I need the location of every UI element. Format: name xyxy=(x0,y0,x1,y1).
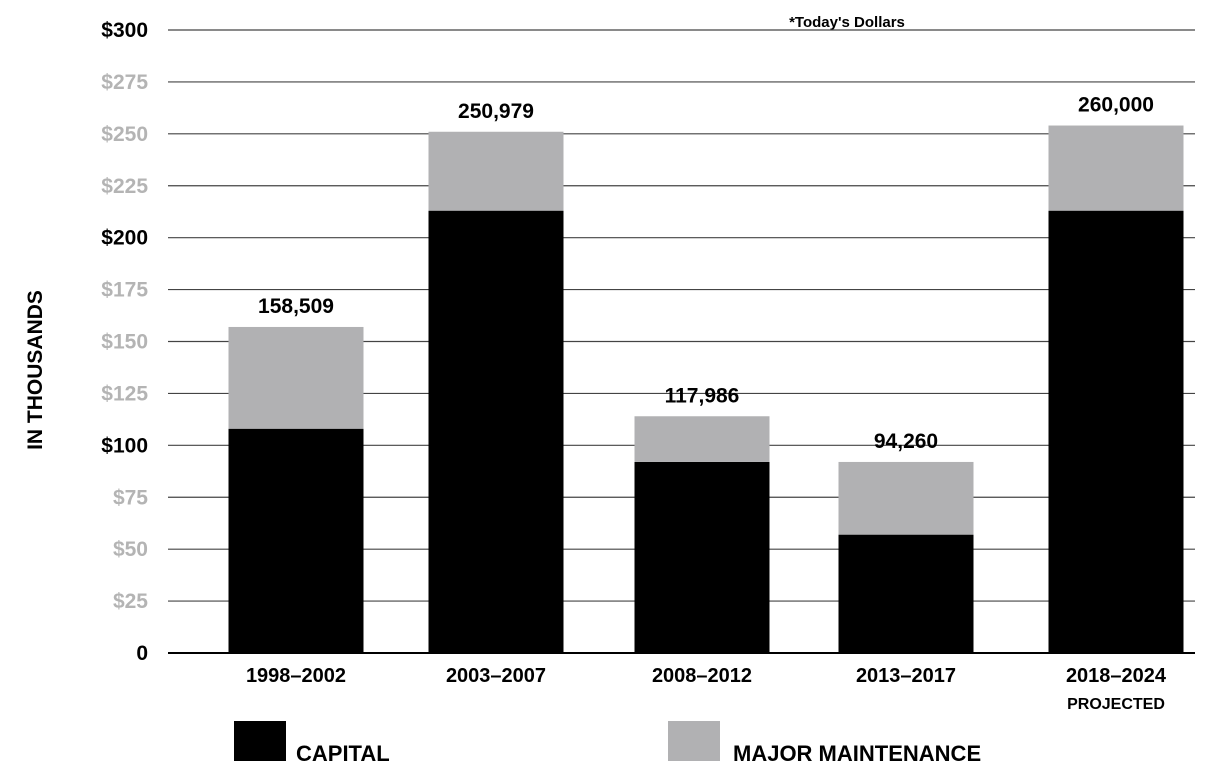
x-tick-label: 2013–2017 xyxy=(856,665,956,687)
bar-capital xyxy=(838,534,974,653)
y-tick-label: $175 xyxy=(101,279,148,302)
bar-major-maintenance xyxy=(228,326,364,429)
y-tick-label: $150 xyxy=(101,331,148,354)
y-tick-label: $125 xyxy=(101,382,148,405)
y-tick-label: $50 xyxy=(113,538,148,561)
y-tick-label: 0 xyxy=(136,642,148,665)
y-tick-label: $250 xyxy=(101,123,148,146)
bar-total-labels: 158,509 250,979 117,986 94,260 260,000 xyxy=(258,94,1154,453)
legend: CAPITAL MAJOR MAINTENANCE xyxy=(234,721,981,763)
legend-swatch xyxy=(668,721,720,761)
x-tick-label: 2008–2012 xyxy=(652,665,752,687)
bar-total-label: 117,986 xyxy=(665,384,740,407)
currency-note: *Today's Dollars xyxy=(789,14,905,31)
y-tick-label: $25 xyxy=(113,590,148,613)
y-tick-label: $275 xyxy=(101,71,148,94)
bar-capital xyxy=(1048,210,1184,654)
bar-total-label: 158,509 xyxy=(258,295,334,318)
x-tick-sublabel: PROJECTED xyxy=(1067,696,1165,713)
x-tick-labels: 1998–2002 2003–2007 2008–2012 2013–2017 2018… xyxy=(246,665,1167,713)
x-tick-label: 2018–2024 xyxy=(1066,665,1167,687)
y-axis-label: IN THOUSANDS xyxy=(24,290,47,450)
bar-total-label: 250,979 xyxy=(458,100,534,123)
x-tick-label: 1998–2002 xyxy=(246,665,346,687)
bar-capital xyxy=(428,210,564,654)
legend-label: CAPITAL xyxy=(296,741,390,763)
bar-capital xyxy=(634,461,770,653)
y-tick-labels: 0 $25 $50 $75 $100 $125 $150 $175 $200 $225 $250 $2… xyxy=(101,19,148,665)
bars xyxy=(228,125,1184,654)
bar-major-maintenance xyxy=(838,461,974,535)
y-tick-label: $200 xyxy=(101,227,148,250)
legend-label: MAJOR MAINTENANCE xyxy=(733,741,981,763)
bar-major-maintenance xyxy=(1048,125,1184,211)
y-tick-label: $225 xyxy=(101,175,148,198)
bar-total-label: 260,000 xyxy=(1078,94,1154,117)
y-tick-label: $100 xyxy=(101,434,148,457)
bar-major-maintenance xyxy=(428,131,564,211)
x-tick-label: 2003–2007 xyxy=(446,665,546,687)
y-tick-label: $300 xyxy=(101,19,148,42)
bar-total-label: 94,260 xyxy=(874,430,938,453)
legend-swatch xyxy=(234,721,286,761)
y-tick-label: $75 xyxy=(113,486,148,509)
bar-capital xyxy=(228,428,364,653)
bar-major-maintenance xyxy=(634,416,770,462)
